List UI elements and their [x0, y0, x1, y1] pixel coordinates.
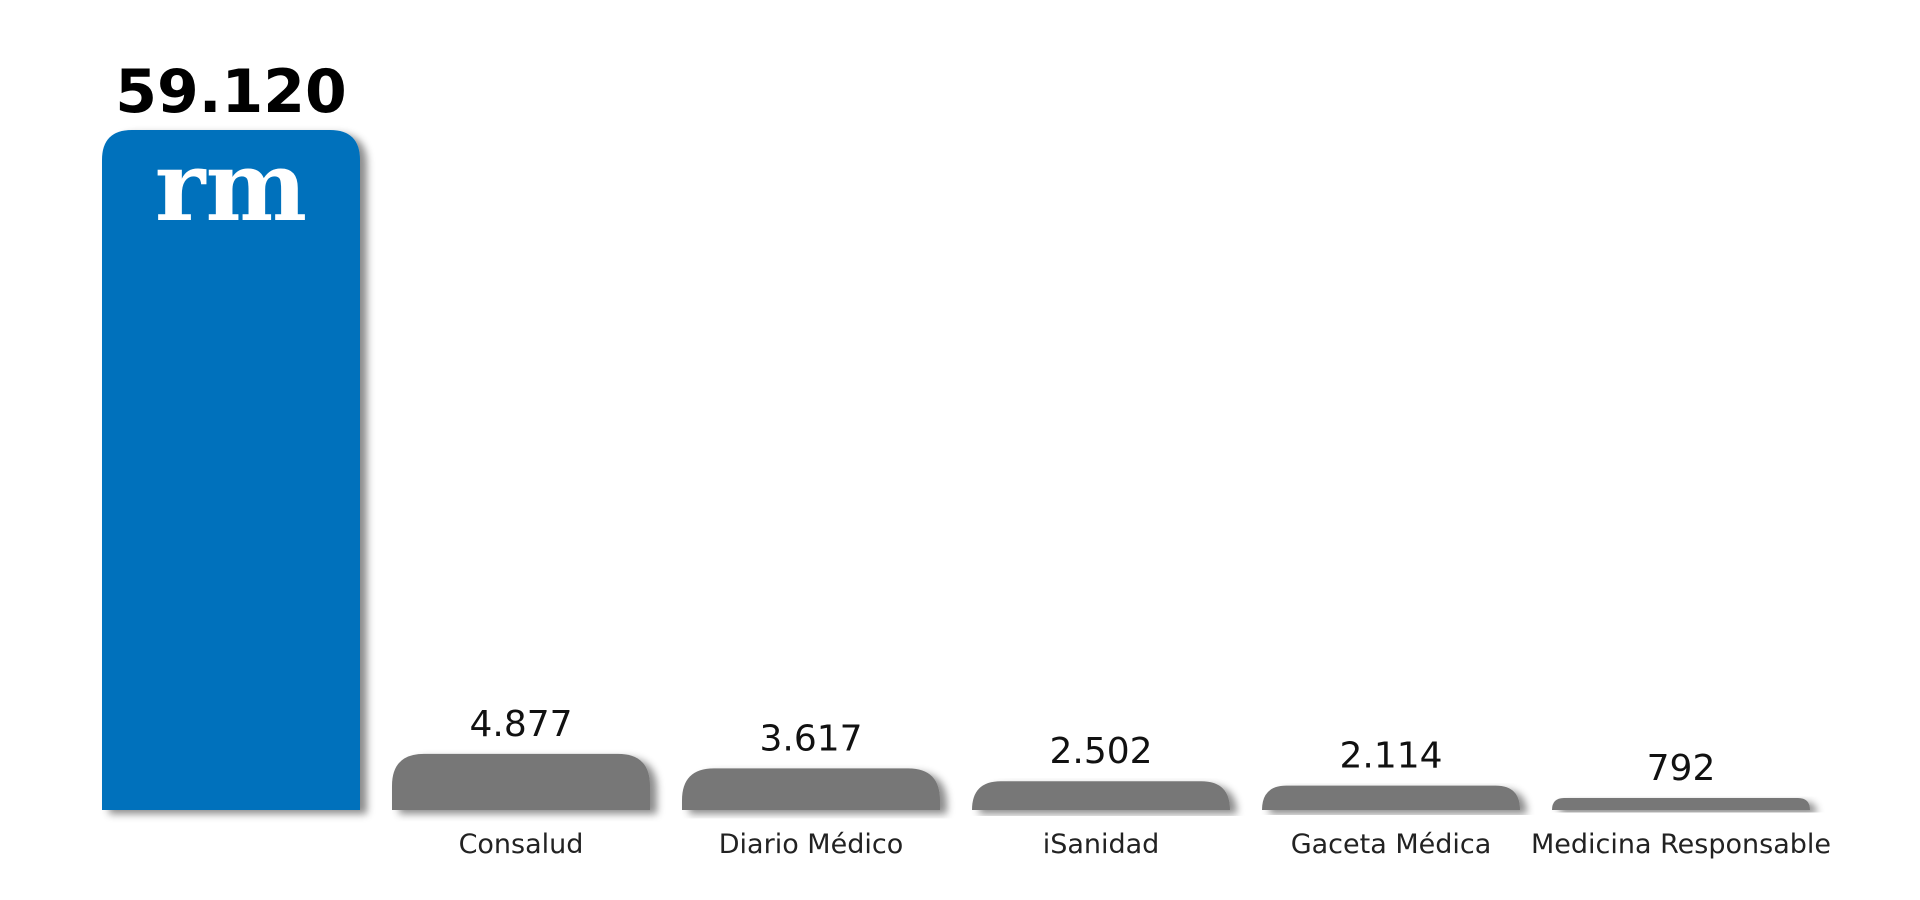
value-label: 3.617 [759, 718, 862, 759]
value-label: 59.120 [115, 57, 347, 127]
bars-group [102, 130, 1810, 810]
value-label: 792 [1647, 748, 1716, 789]
bar-highlight [102, 130, 360, 810]
bar-medicina-responsable [1552, 798, 1810, 810]
brand-logo: rm [155, 130, 307, 243]
value-label: 2.114 [1339, 736, 1442, 777]
category-label: Medicina Responsable [1531, 829, 1831, 860]
value-label: 4.877 [469, 704, 572, 745]
category-label: Gaceta Médica [1291, 829, 1492, 860]
category-label: Diario Médico [719, 829, 903, 860]
bar-diario-médico [682, 768, 940, 810]
value-label: 2.502 [1049, 731, 1152, 772]
bar-isanidad [972, 781, 1230, 810]
category-label: Consalud [459, 829, 584, 860]
category-label: iSanidad [1043, 829, 1160, 860]
bar-consalud [392, 753, 650, 810]
bar-gaceta-médica [1262, 785, 1520, 810]
